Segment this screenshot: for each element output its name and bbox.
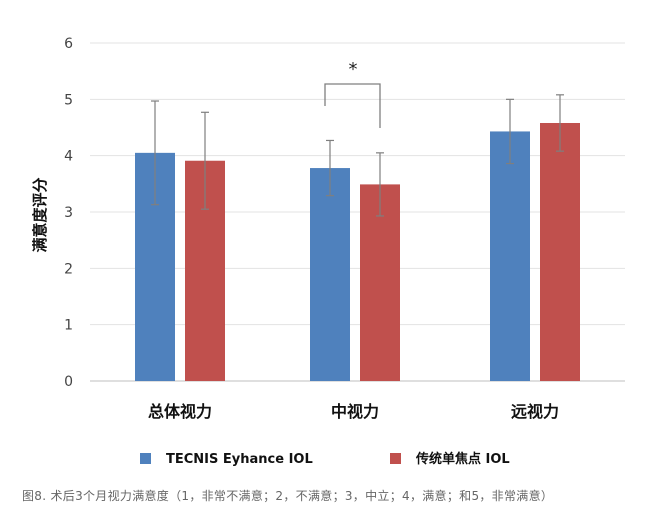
bar-chart: 0 1 2 3 4 5 6 总体视力 中视力 远视力 * 满意度评分 TECNIS Eyhanc… (31, 36, 625, 467)
legend: TECNIS Eyhance IOL 传统单焦点 IOL (140, 451, 510, 467)
x-category-labels: 总体视力 中视力 远视力 (148, 402, 559, 421)
y-tick-label: 1 (64, 318, 73, 334)
y-tick-labels: 0 1 2 3 4 5 6 (64, 36, 73, 390)
legend-swatch (140, 453, 151, 464)
significance-annotation: * (324, 59, 381, 128)
error-bars (151, 94, 564, 217)
y-axis-label: 满意度评分 (31, 177, 49, 252)
y-tick-label: 3 (64, 205, 73, 221)
y-tick-label: 2 (64, 261, 73, 277)
significance-star: * (349, 59, 358, 80)
bars (135, 122, 580, 381)
y-tick-label: 0 (64, 374, 73, 390)
y-tick-label: 4 (64, 149, 73, 165)
figure-caption: 图8. 术后3个月视力满意度（1，非常不满意；2，不满意；3，中立；4，满意；和… (22, 489, 554, 503)
legend-swatch (390, 453, 401, 464)
legend-label: 传统单焦点 IOL (415, 451, 510, 467)
y-tick-label: 5 (64, 92, 73, 108)
x-category-label: 总体视力 (148, 402, 212, 421)
x-category-label: 远视力 (511, 402, 559, 421)
bar (360, 184, 400, 381)
significance-bracket (324, 83, 381, 128)
x-category-label: 中视力 (331, 402, 379, 421)
bar (310, 168, 350, 381)
bar (490, 131, 530, 381)
bar (540, 122, 580, 381)
gridlines (90, 42, 625, 382)
legend-label: TECNIS Eyhance IOL (166, 452, 313, 467)
y-tick-label: 6 (64, 36, 73, 52)
